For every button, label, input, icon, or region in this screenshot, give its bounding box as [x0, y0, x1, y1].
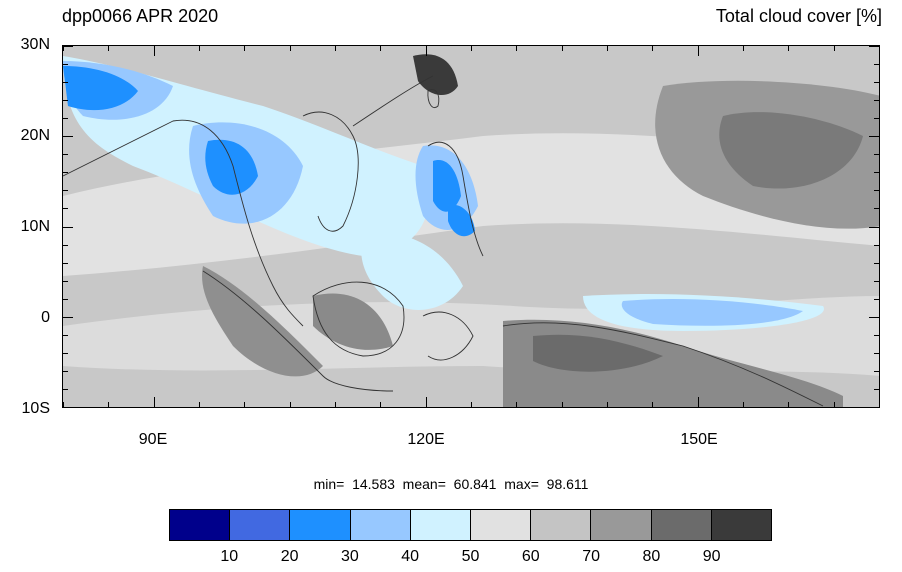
- plot-title-left: dpp0066 APR 2020: [62, 6, 219, 26]
- colorbar-label: 60: [521, 548, 540, 565]
- colorbar-segment: [170, 510, 231, 540]
- coast-mainland-sea: [63, 119, 304, 327]
- y-major-tick: [63, 407, 73, 408]
- field-blue-burma: [205, 139, 258, 195]
- coast-vietnam: [302, 111, 359, 232]
- field-blue-visayas: [448, 204, 475, 237]
- x-tick-label-150e: 150E: [680, 431, 718, 448]
- field-darker-new-guinea: [533, 334, 663, 372]
- coast-new-guinea: [502, 322, 824, 407]
- colorbar-label: 20: [280, 548, 299, 565]
- colorbar-label: 80: [642, 548, 661, 565]
- colorbar: [169, 509, 772, 541]
- field-dark-borneo: [313, 293, 393, 350]
- y-tick-label-0: 0: [41, 309, 50, 326]
- colorbar-segment: [651, 510, 712, 540]
- y-tick-label-10s: 10S: [21, 400, 50, 417]
- colorbar-label: 90: [702, 548, 721, 565]
- coastlines: [63, 75, 824, 407]
- x-tick-label-120e: 120E: [407, 431, 445, 448]
- coast-borneo: [312, 281, 405, 357]
- coast-philippines: [427, 141, 484, 257]
- field-dark-taiwan: [413, 54, 458, 96]
- field-blue-nw: [63, 66, 138, 111]
- coast-sulawesi: [422, 311, 474, 361]
- plot-title-right: Total cloud cover [%]: [715, 6, 882, 26]
- colorbar-label: 50: [461, 548, 480, 565]
- coast-taiwan: [427, 89, 440, 109]
- field-cyan-south-china-sea: [361, 233, 463, 310]
- field-blue-luzon: [433, 160, 461, 212]
- map-svg: [63, 46, 879, 407]
- cloud-cover-map: [62, 45, 880, 408]
- y-tick-label-10n: 10N: [20, 218, 50, 235]
- colorbar-label: 10: [220, 548, 239, 565]
- field-dark-sumatra: [202, 266, 323, 377]
- colorbar-label: 30: [340, 548, 359, 565]
- colorbar-segment: [711, 510, 772, 540]
- colorbar-segment: [531, 510, 592, 540]
- field-statistics: min= 14.583 mean= 60.841 max= 98.611: [313, 476, 589, 492]
- colorbar-label: 40: [401, 548, 420, 565]
- colorbar-label: 70: [582, 548, 600, 565]
- colorbar-segment: [290, 510, 351, 540]
- coast-china: [352, 75, 434, 127]
- y-tick-label-30n: 30N: [20, 36, 50, 53]
- field-darker-core: [719, 112, 863, 189]
- field-lightblue-equatorial: [621, 299, 803, 326]
- x-minor-tick: [879, 402, 880, 407]
- colorbar-segment: [471, 510, 532, 540]
- colorbar-segment: [410, 510, 472, 540]
- colorbar-segment: [591, 510, 652, 540]
- y-tick-label-20n: 20N: [20, 127, 50, 144]
- colorbar-segment: [350, 510, 411, 540]
- coast-sumatra-java: [202, 270, 394, 392]
- colorbar-segment: [230, 510, 291, 540]
- x-minor-tick: [879, 46, 880, 51]
- y-major-tick: [869, 407, 879, 408]
- x-tick-label-90e: 90E: [138, 431, 168, 448]
